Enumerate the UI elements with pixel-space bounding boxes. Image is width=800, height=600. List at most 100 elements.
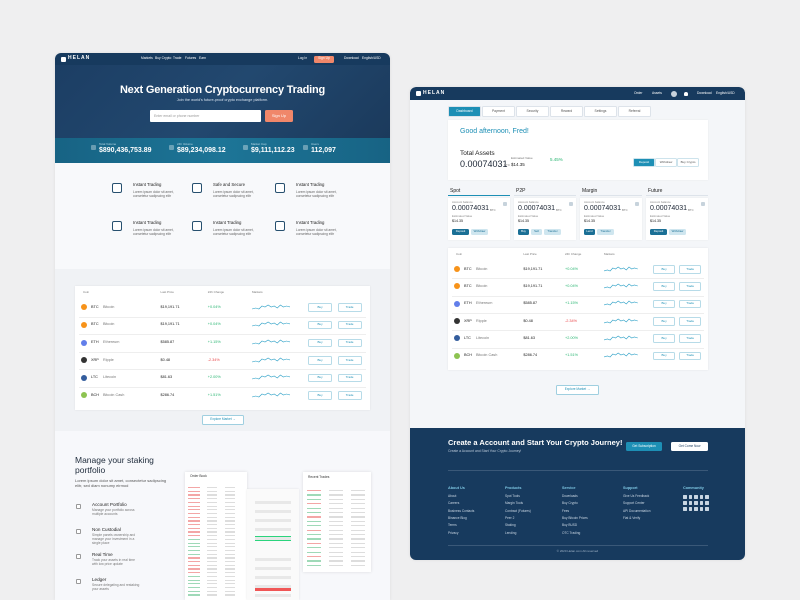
footer-link[interactable]: Support Center — [623, 501, 645, 506]
email-input[interactable]: Enter email or phone number — [150, 110, 261, 122]
trade-button[interactable]: Trade — [337, 303, 362, 312]
trade-button[interactable]: Trade — [679, 299, 701, 309]
trade-button[interactable]: Trade — [337, 338, 362, 347]
buy-button[interactable]: Buy — [653, 299, 675, 309]
buy-button[interactable]: Buy — [653, 334, 675, 343]
wallet-button[interactable]: Lend — [584, 229, 595, 235]
buy-button[interactable]: Buy — [308, 373, 333, 383]
cta-primary[interactable]: Get Subscription — [626, 442, 662, 451]
action-button[interactable]: Buy Crypto — [677, 158, 699, 167]
order-row — [225, 568, 235, 570]
action-button[interactable]: Deposit — [633, 158, 655, 167]
footer-link[interactable]: Peer 2 — [505, 515, 515, 520]
login-link[interactable]: Log In — [298, 56, 308, 60]
footer-link[interactable]: Fiat & Verify — [623, 515, 641, 520]
wallet-button[interactable]: Buy — [518, 229, 529, 235]
download-link[interactable]: Download — [697, 90, 712, 95]
hero — [55, 65, 390, 138]
trade-button[interactable]: Trade — [679, 351, 701, 361]
footer-link[interactable]: OTC Trading — [562, 530, 581, 535]
trade-button[interactable]: Trade — [679, 282, 701, 291]
trade-button[interactable]: Trade — [679, 334, 701, 343]
buy-button[interactable]: Buy — [308, 338, 333, 347]
buy-button[interactable]: Buy — [653, 265, 675, 274]
wallet-button[interactable]: Sell — [531, 229, 542, 235]
assets-link[interactable]: Assets — [652, 90, 662, 95]
language[interactable]: English/USD — [362, 56, 381, 60]
footer-link[interactable]: Give Us Feedback — [623, 494, 650, 498]
signup-button[interactable]: Sign Up — [314, 55, 334, 63]
order-row — [225, 498, 235, 500]
buy-button[interactable]: Buy — [653, 282, 675, 291]
order-row — [207, 557, 217, 559]
coin-icon — [81, 357, 87, 364]
wallet-button[interactable]: Deposit — [650, 229, 667, 235]
wallet-button[interactable]: Transfer — [597, 229, 614, 235]
wallet-button[interactable]: Withdraw — [471, 229, 488, 235]
nav-link[interactable]: Buy Crypto — [155, 56, 172, 60]
trade-row — [351, 498, 365, 501]
explore-button[interactable]: Explore Market → — [202, 415, 244, 425]
nav-link[interactable]: Futures — [185, 56, 197, 60]
footer-link[interactable]: Privacy — [448, 530, 459, 535]
footer-link[interactable]: API Documentation — [623, 508, 651, 513]
footer-link[interactable]: Buy Crypto — [562, 501, 578, 506]
buy-button[interactable]: Buy — [308, 320, 333, 330]
trade-button[interactable]: Trade — [679, 265, 701, 274]
tab[interactable]: Reward — [550, 106, 583, 117]
coin-icon — [454, 300, 460, 307]
order-row — [207, 501, 217, 504]
buy-button[interactable]: Buy — [653, 317, 675, 326]
nav-link[interactable]: Earn — [199, 56, 206, 60]
footer-link[interactable]: Spot Tools — [505, 494, 520, 498]
buy-button[interactable]: Buy — [308, 303, 333, 312]
footer-link[interactable]: Buy Bitcoin Prices — [562, 515, 588, 520]
footer-link[interactable]: Buy BUSD — [562, 523, 578, 528]
coin-icon — [454, 283, 460, 290]
trade-button[interactable]: Trade — [679, 317, 701, 326]
nav-link[interactable]: Trade — [173, 56, 182, 60]
footer-link[interactable]: Staking — [505, 523, 516, 528]
tab[interactable]: Referral — [618, 106, 651, 117]
trade-button[interactable]: Trade — [337, 373, 362, 383]
tab[interactable]: Security — [516, 106, 549, 117]
wallet-button[interactable]: Transfer — [544, 229, 561, 235]
nav-link[interactable]: Markets — [141, 56, 153, 60]
explore-button[interactable]: Explore Market → — [556, 385, 599, 395]
price-change: +1.15% — [207, 340, 221, 344]
action-button[interactable]: Withdraw — [655, 158, 677, 167]
language[interactable]: English/USD — [716, 90, 735, 95]
buy-button[interactable]: Buy — [308, 391, 333, 400]
trade-row — [329, 525, 343, 527]
footer-link[interactable]: Terms — [448, 523, 457, 528]
footer-link[interactable]: Binance Blog — [448, 515, 467, 520]
footer-link[interactable]: Careers — [448, 501, 460, 506]
footer-link[interactable]: Margin Tools — [505, 501, 524, 506]
footer-link[interactable]: Business Contacts — [448, 508, 475, 513]
footer-link[interactable]: Contract (Futures) — [505, 508, 531, 513]
trade-button[interactable]: Trade — [337, 320, 362, 330]
last-price: $0.48 — [523, 318, 533, 323]
footer-link[interactable]: Downloads — [562, 494, 578, 498]
trade-button[interactable]: Trade — [337, 356, 362, 365]
footer-link[interactable]: Lending — [505, 530, 517, 535]
tab[interactable]: Settings — [584, 106, 617, 117]
wallet-button[interactable]: Deposit — [452, 229, 469, 235]
wallet-button[interactable]: Withdraw — [669, 229, 686, 235]
buy-button[interactable]: Buy — [653, 351, 675, 361]
footer-link[interactable]: About — [448, 494, 457, 498]
footer-link[interactable]: Fees — [562, 508, 570, 513]
order-row — [188, 590, 200, 592]
coin-icon — [454, 335, 460, 342]
hero-signup-button[interactable]: Sign Up — [265, 110, 293, 122]
item-text: Secure delegating and restaking your ass… — [92, 583, 140, 591]
tab[interactable]: Payment — [482, 106, 515, 117]
trade-button[interactable]: Trade — [337, 391, 362, 400]
cta-secondary[interactable]: Get Come Now — [671, 442, 708, 451]
balance-label: Account balance — [518, 200, 539, 204]
tab[interactable]: Dashboard — [448, 106, 481, 117]
order-link[interactable]: Order — [634, 90, 643, 95]
buy-button[interactable]: Buy — [308, 356, 333, 365]
download-link[interactable]: Download — [344, 56, 359, 60]
social-icon — [683, 507, 687, 511]
